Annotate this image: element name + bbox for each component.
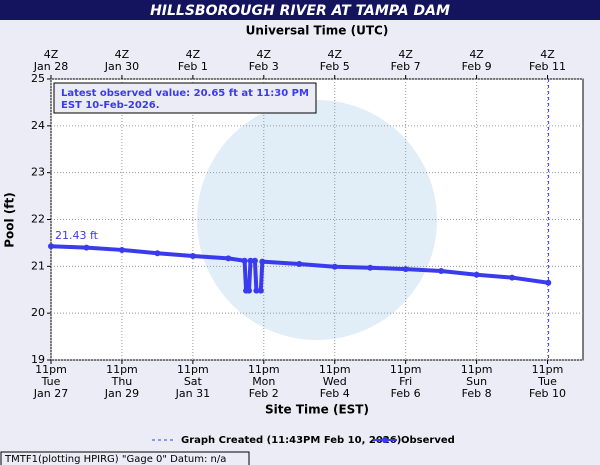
x-tick-label: Tue xyxy=(41,375,61,388)
annotation: Latest observed value: 20.65 ft at 11:30… xyxy=(61,88,309,99)
watermark xyxy=(197,100,437,340)
x2-tick-label: 4Z xyxy=(540,48,555,61)
x-tick-label: 11pm xyxy=(532,363,564,376)
x-tick-label: Sat xyxy=(184,375,203,388)
footer: TMTF1(plotting HPIRG) "Gage 0" Datum: n/… xyxy=(4,454,226,465)
x2-tick-label: Feb 5 xyxy=(320,60,350,73)
x-tick-label: Feb 6 xyxy=(391,387,421,400)
point xyxy=(296,260,303,267)
x-tick-label: 11pm xyxy=(319,363,351,376)
x2-tick-label: Jan 30 xyxy=(104,60,139,73)
y-tick-label: 22 xyxy=(31,213,45,226)
y-axis-title: Pool (ft) xyxy=(3,192,17,248)
x-axis-title: Site Time (EST) xyxy=(265,403,369,417)
annotation-box xyxy=(53,82,317,114)
point xyxy=(241,257,248,264)
point xyxy=(473,271,480,278)
legend-label: Observed xyxy=(401,435,455,446)
point xyxy=(545,279,552,286)
x2-tick-label: Feb 9 xyxy=(462,60,492,73)
point xyxy=(402,266,409,273)
x2-tick-label: Feb 7 xyxy=(391,60,421,73)
x-tick-label: 11pm xyxy=(35,363,67,376)
point xyxy=(253,287,260,294)
point xyxy=(154,250,161,257)
point xyxy=(83,244,90,251)
point xyxy=(247,257,254,264)
x-tick-label: 11pm xyxy=(461,363,493,376)
point xyxy=(225,255,232,262)
x2-tick-label: Jan 28 xyxy=(33,60,68,73)
x2-tick-label: 4Z xyxy=(398,48,413,61)
value-label: 21.43 ft xyxy=(55,229,99,242)
x-tick-label: 11pm xyxy=(177,363,209,376)
x2-tick-label: 4Z xyxy=(257,48,272,61)
x-tick-label: Fri xyxy=(399,375,412,388)
x-tick-label: Feb 4 xyxy=(320,387,350,400)
x2-tick-label: 4Z xyxy=(44,48,59,61)
footer-box xyxy=(0,451,250,465)
x-tick-label: 11pm xyxy=(390,363,422,376)
y-tick-label: 25 xyxy=(31,72,45,85)
x2-tick-label: Feb 11 xyxy=(529,60,566,73)
annotation: EST 10-Feb-2026. xyxy=(61,100,160,111)
point xyxy=(438,268,445,275)
x-tick-label: Jan 27 xyxy=(33,387,68,400)
y-tick-label: 24 xyxy=(31,119,45,132)
chart-title: HILLSBOROUGH RIVER AT TAMPA DAM xyxy=(150,3,450,19)
x2-tick-label: 4Z xyxy=(469,48,484,61)
legend-created-label: Graph Created (11:43PM Feb 10, 2026) xyxy=(181,435,401,446)
x2-tick-label: 4Z xyxy=(186,48,201,61)
x2-tick-label: 4Z xyxy=(327,48,342,61)
x-tick-label: Feb 8 xyxy=(462,387,492,400)
x2-tick-label: Feb 1 xyxy=(178,60,208,73)
x-tick-label: Sun xyxy=(466,375,487,388)
point xyxy=(331,263,338,270)
x-tick-label: 11pm xyxy=(106,363,138,376)
point xyxy=(48,243,54,250)
point xyxy=(367,264,374,271)
y-tick-label: 21 xyxy=(31,259,45,272)
y-tick-label: 19 xyxy=(31,353,45,366)
x2-tick-label: 4Z xyxy=(115,48,130,61)
point xyxy=(257,287,264,294)
point xyxy=(246,287,253,294)
legend-marker xyxy=(382,437,388,443)
point xyxy=(118,246,125,253)
x-tick-label: Tue xyxy=(537,375,557,388)
x-tick-label: Jan 29 xyxy=(104,387,139,400)
point xyxy=(259,258,266,265)
x-tick-label: Mon xyxy=(252,375,275,388)
x-tick-label: Wed xyxy=(323,375,347,388)
x-tick-label: Feb 10 xyxy=(529,387,566,400)
point xyxy=(251,257,258,264)
point xyxy=(509,274,516,281)
point xyxy=(189,253,196,260)
x-tick-label: 11pm xyxy=(248,363,280,376)
y-tick-label: 23 xyxy=(31,166,45,179)
y-tick-label: 20 xyxy=(31,306,45,319)
x-tick-label: Feb 2 xyxy=(249,387,279,400)
x-tick-label: Thu xyxy=(111,375,133,388)
series-line xyxy=(50,244,549,293)
x2-axis-title: Universal Time (UTC) xyxy=(246,24,389,38)
title-bar xyxy=(0,0,600,20)
x-tick-label: Jan 31 xyxy=(175,387,210,400)
x2-tick-label: Feb 3 xyxy=(249,60,279,73)
